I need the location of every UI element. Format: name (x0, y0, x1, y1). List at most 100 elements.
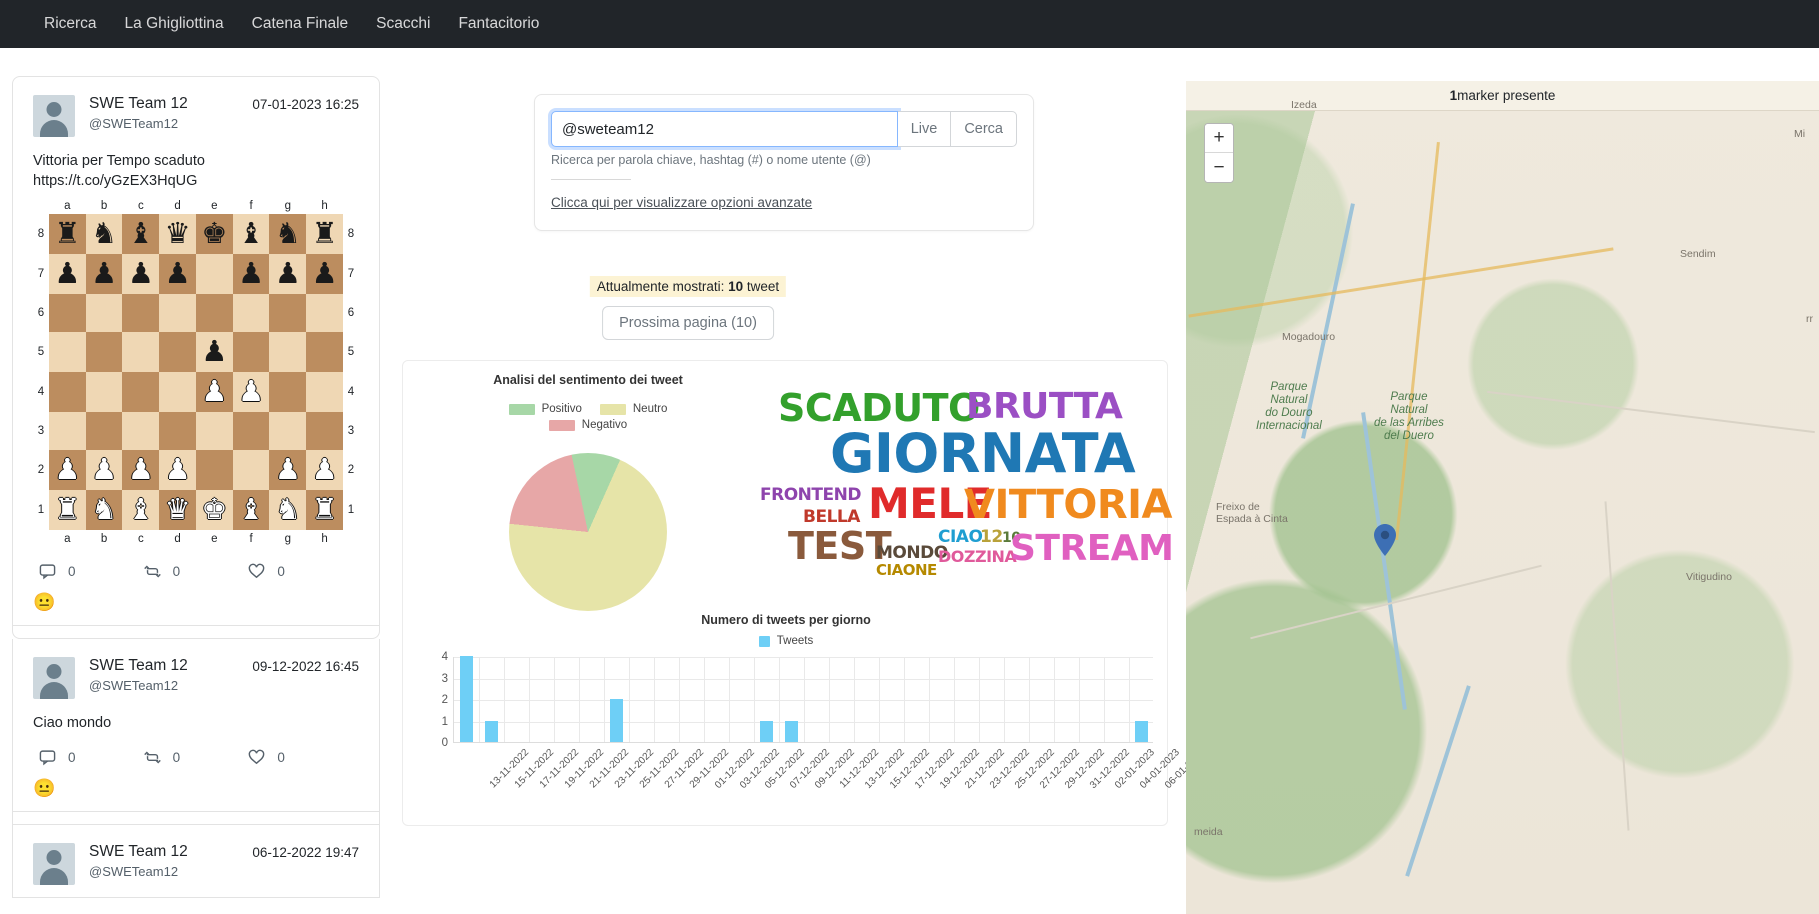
reply-action[interactable]: 0 (39, 749, 144, 766)
map-marker-icon[interactable] (1374, 524, 1396, 556)
nav-item-la-ghigliottina[interactable]: La Ghigliottina (124, 15, 224, 32)
board-square[interactable] (306, 412, 343, 450)
board-square[interactable] (232, 412, 270, 450)
board-square[interactable]: ♟ (122, 450, 160, 490)
board-square[interactable]: ♟ (306, 254, 343, 294)
board-square[interactable]: ♟ (85, 450, 123, 490)
nav-item-catena-finale[interactable]: Catena Finale (251, 15, 349, 32)
bar[interactable] (460, 656, 473, 742)
board-square[interactable]: ♟ (306, 450, 343, 490)
board-square[interactable]: ♟ (159, 450, 196, 490)
bar[interactable] (485, 720, 498, 742)
board-square[interactable]: ♟ (122, 254, 160, 294)
board-square[interactable] (306, 332, 343, 372)
zoom-out-button[interactable]: − (1205, 153, 1233, 182)
legend-item-positivo[interactable]: Positivo (508, 403, 582, 415)
board-square[interactable] (306, 294, 343, 332)
search-input[interactable] (551, 111, 898, 147)
board-square[interactable]: ♟ (232, 372, 270, 412)
board-square[interactable] (159, 294, 196, 332)
board-square[interactable]: ♜ (48, 490, 86, 530)
advanced-options-link[interactable]: Clicca qui per visualizzare opzioni avan… (551, 195, 813, 210)
board-square[interactable] (122, 372, 160, 412)
bar[interactable] (610, 699, 623, 742)
board-square[interactable] (85, 372, 123, 412)
tweet-feed[interactable]: SWE Team 12 @SWETeam12 07-01-2023 16:25 … (12, 76, 380, 914)
board-square[interactable] (85, 294, 123, 332)
board-square[interactable]: ♝ (232, 490, 270, 530)
like-action[interactable]: 0 (248, 749, 353, 766)
board-square[interactable]: ♞ (269, 490, 307, 530)
board-square[interactable] (48, 332, 86, 372)
board-square[interactable] (159, 332, 196, 372)
board-square[interactable]: ♟ (159, 254, 196, 294)
board-square[interactable]: ♚ (195, 490, 233, 530)
board-square[interactable] (48, 294, 86, 332)
tweet-card[interactable]: SWE Team 12 @SWETeam12 06-12-2022 19:47 (12, 825, 380, 898)
board-square[interactable]: ♟ (195, 372, 233, 412)
retweet-action[interactable]: 0 (143, 563, 249, 580)
board-square[interactable]: ♟ (232, 254, 270, 294)
board-square[interactable] (195, 254, 233, 294)
board-square[interactable] (195, 412, 233, 450)
reply-action[interactable]: 0 (39, 563, 144, 580)
board-square[interactable] (122, 332, 160, 372)
board-square[interactable]: ♟ (269, 254, 307, 294)
board-square[interactable] (306, 372, 343, 412)
nav-item-scacchi[interactable]: Scacchi (376, 15, 431, 32)
board-square[interactable]: ♟ (48, 254, 86, 294)
board-square[interactable] (232, 450, 270, 490)
board-square[interactable]: ♛ (159, 490, 196, 530)
search-button[interactable]: Cerca (951, 111, 1017, 147)
board-square[interactable]: ♜ (48, 214, 86, 254)
board-square[interactable]: ♛ (159, 214, 196, 254)
next-page-button[interactable]: Prossima pagina (10) (602, 306, 774, 340)
board-square[interactable] (159, 372, 196, 412)
legend-item-neutro[interactable]: Neutro (599, 403, 667, 415)
board-square[interactable]: ♜ (306, 490, 343, 530)
board-square[interactable] (269, 372, 307, 412)
bar[interactable] (760, 720, 773, 742)
board-square[interactable] (122, 412, 160, 450)
retweet-action[interactable]: 0 (143, 749, 249, 766)
like-action[interactable]: 0 (248, 563, 353, 580)
board-square[interactable] (232, 294, 270, 332)
board-square[interactable]: ♟ (269, 450, 307, 490)
board-square[interactable] (269, 332, 307, 372)
board-square[interactable] (85, 332, 123, 372)
board-file-label: c (122, 530, 160, 547)
map-zoom-controls[interactable]: + − (1204, 123, 1234, 183)
board-square[interactable]: ♞ (269, 214, 307, 254)
live-button[interactable]: Live (897, 111, 952, 147)
board-square[interactable]: ♞ (85, 214, 123, 254)
board-square[interactable]: ♟ (195, 332, 233, 372)
board-square[interactable] (269, 412, 307, 450)
board-square[interactable]: ♟ (48, 450, 86, 490)
bar[interactable] (1135, 720, 1148, 742)
board-square[interactable] (48, 412, 86, 450)
board-square[interactable]: ♝ (122, 214, 160, 254)
board-square[interactable] (159, 412, 196, 450)
board-square[interactable] (232, 332, 270, 372)
board-square[interactable] (269, 294, 307, 332)
board-square[interactable] (195, 294, 233, 332)
nav-item-ricerca[interactable]: Ricerca (44, 15, 97, 32)
board-square[interactable]: ♚ (195, 214, 233, 254)
bar[interactable] (785, 720, 798, 742)
nav-item-fantacitorio[interactable]: Fantacitorio (458, 15, 540, 32)
board-square[interactable]: ♟ (85, 254, 123, 294)
board-square[interactable]: ♝ (232, 214, 270, 254)
tweet-card[interactable]: SWE Team 12 @SWETeam12 07-01-2023 16:25 … (12, 76, 380, 639)
zoom-in-button[interactable]: + (1205, 124, 1233, 153)
map-panel[interactable]: 1 marker presente + − Izeda Mi Sendim Mogad… (1186, 81, 1819, 914)
legend-item-negativo[interactable]: Negativo (448, 419, 728, 431)
board-square[interactable]: ♞ (85, 490, 123, 530)
tweet-card[interactable]: SWE Team 12 @SWETeam12 09-12-2022 16:45 … (12, 639, 380, 825)
board-square[interactable] (195, 450, 233, 490)
board-square[interactable]: ♝ (122, 490, 160, 530)
board-square[interactable] (122, 294, 160, 332)
board-square[interactable]: ♜ (306, 214, 343, 254)
board-square[interactable] (85, 412, 123, 450)
map-tiles[interactable] (1186, 81, 1819, 914)
board-square[interactable] (48, 372, 86, 412)
